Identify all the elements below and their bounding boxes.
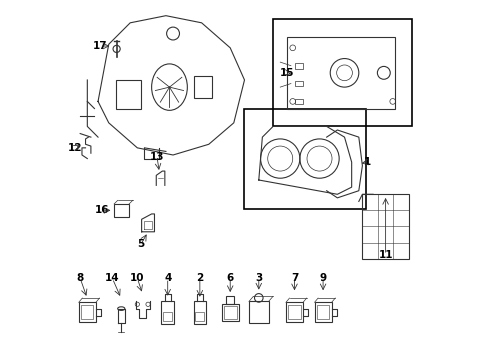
- Text: 16: 16: [94, 205, 109, 215]
- Bar: [244, 109, 365, 208]
- Bar: [287, 37, 394, 109]
- Bar: [161, 301, 174, 324]
- Bar: [248, 301, 268, 323]
- Text: 11: 11: [378, 250, 392, 260]
- Bar: [294, 99, 303, 104]
- Bar: [79, 302, 96, 322]
- Text: 7: 7: [290, 273, 298, 283]
- Bar: [294, 81, 303, 86]
- Bar: [221, 303, 238, 321]
- Bar: [294, 63, 303, 68]
- Text: 13: 13: [149, 152, 164, 162]
- Bar: [81, 305, 93, 319]
- Text: 5: 5: [137, 239, 144, 249]
- Bar: [193, 301, 205, 324]
- Bar: [362, 194, 408, 258]
- Text: 1: 1: [364, 157, 370, 167]
- Text: 17: 17: [92, 41, 107, 51]
- Bar: [314, 302, 331, 322]
- Bar: [288, 305, 300, 319]
- Bar: [224, 306, 236, 319]
- Bar: [163, 312, 172, 321]
- Bar: [114, 204, 129, 217]
- Text: 6: 6: [226, 273, 233, 283]
- Text: 8: 8: [77, 273, 83, 283]
- Text: 9: 9: [319, 273, 326, 283]
- Text: 10: 10: [130, 273, 144, 283]
- Text: 14: 14: [105, 273, 120, 283]
- Bar: [272, 19, 411, 126]
- Bar: [285, 302, 303, 322]
- Bar: [194, 76, 212, 98]
- Text: 4: 4: [163, 273, 171, 283]
- Bar: [116, 80, 141, 109]
- Text: 3: 3: [255, 273, 262, 283]
- Bar: [316, 305, 328, 319]
- Text: 15: 15: [279, 68, 293, 78]
- Text: 2: 2: [196, 273, 203, 283]
- Bar: [195, 312, 204, 321]
- Bar: [225, 296, 234, 303]
- Text: 12: 12: [67, 143, 82, 153]
